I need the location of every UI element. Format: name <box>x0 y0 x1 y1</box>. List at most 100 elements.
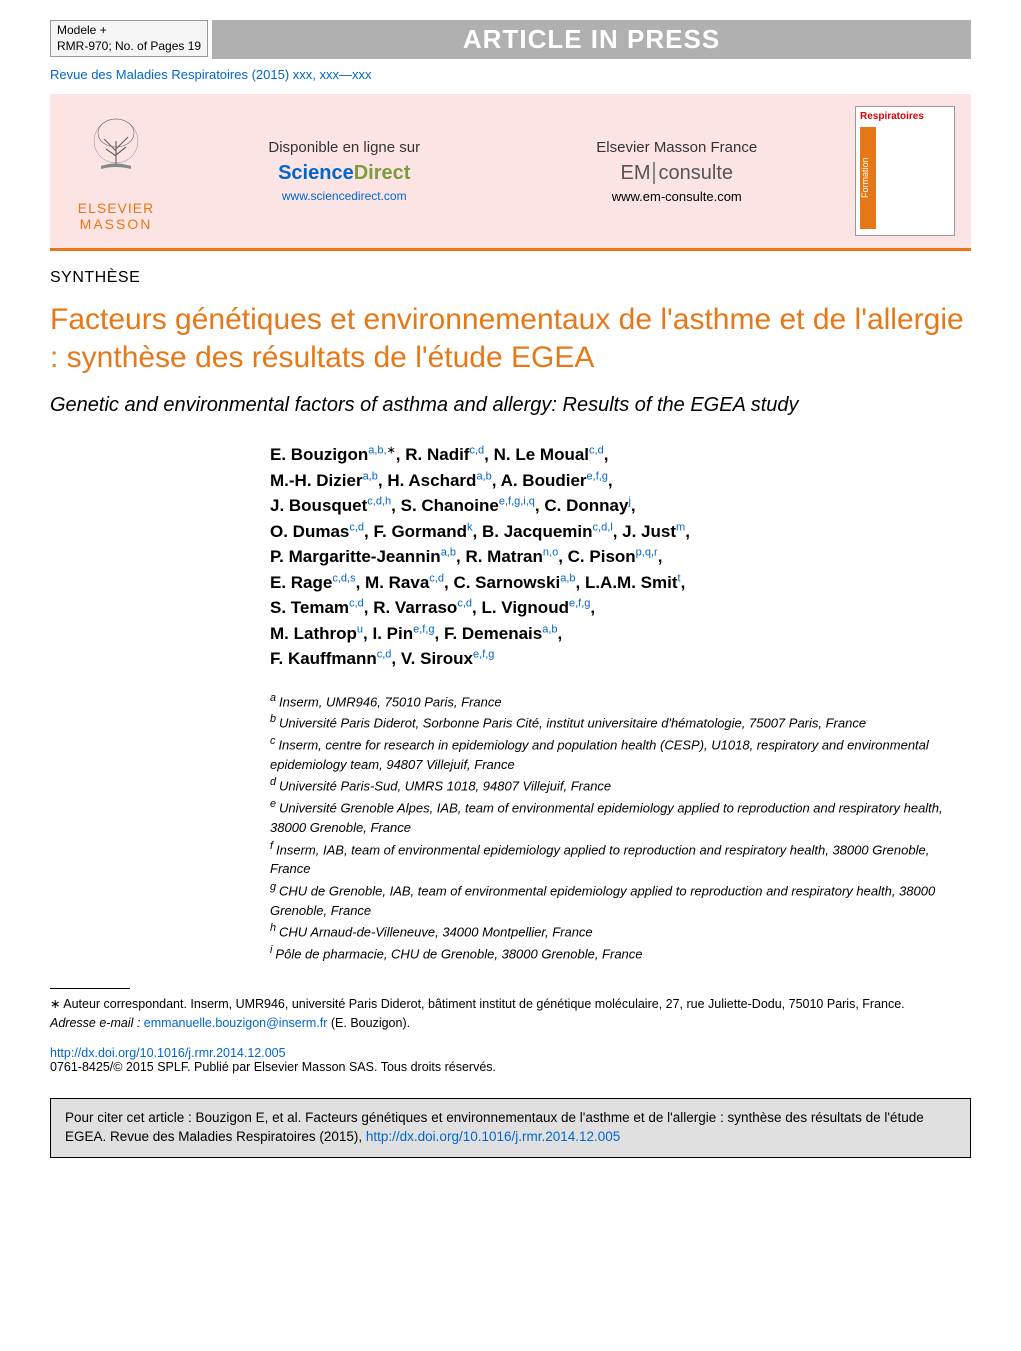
author-name: R. Matran <box>465 547 542 566</box>
author-affiliation-ref[interactable]: c,d <box>457 597 472 609</box>
author-affiliation-ref[interactable]: c,d <box>349 521 364 533</box>
doi-link[interactable]: http://dx.doi.org/10.1016/j.rmr.2014.12.… <box>50 1046 286 1060</box>
model-line2: RMR-970; No. of Pages 19 <box>57 39 201 55</box>
affiliation-key: g <box>270 881 279 893</box>
email-line: Adresse e-mail : emmanuelle.bouzigon@ins… <box>50 1014 971 1033</box>
author-name: A. Boudier <box>501 471 587 490</box>
elsevier-tree-icon <box>76 111 156 191</box>
emconsulte-block: Elsevier Masson France EMconsulte www.em… <box>523 139 832 204</box>
author-affiliation-ref[interactable]: n,o <box>543 546 558 558</box>
affiliation-key: i <box>270 944 275 956</box>
author-name: N. Le Moual <box>494 445 589 464</box>
author-name: C. Sarnowski <box>453 573 560 592</box>
author-name: O. Dumas <box>270 522 349 541</box>
affiliation-line: f Inserm, IAB, team of environmental epi… <box>270 838 971 879</box>
author-name: R. Varraso <box>373 598 457 617</box>
affiliation-line: g CHU de Grenoble, IAB, team of environm… <box>270 879 971 920</box>
author-affiliation-ref[interactable]: a,b, <box>368 444 386 456</box>
author-name: I. Pin <box>372 624 413 643</box>
author-affiliation-ref[interactable]: c,d <box>349 597 364 609</box>
elsevier-text: ELSEVIER <box>66 200 166 216</box>
affiliation-line: i Pôle de pharmacie, CHU de Grenoble, 38… <box>270 942 971 964</box>
author-affiliation-ref[interactable]: u <box>357 623 363 635</box>
cover-title: Respiratoires <box>860 111 950 122</box>
emconsulte-url[interactable]: www.em-consulte.com <box>523 189 832 204</box>
corresponding-star[interactable]: ∗ <box>387 444 396 456</box>
author-affiliation-ref[interactable]: a,b <box>560 572 575 584</box>
elsevier-masson-logo[interactable]: ELSEVIER MASSON <box>66 111 166 232</box>
author-affiliation-ref[interactable]: m <box>676 521 685 533</box>
author-affiliation-ref[interactable]: a,b <box>542 623 557 635</box>
affiliation-key: b <box>270 713 279 725</box>
author-affiliation-ref[interactable]: c,d,s <box>332 572 355 584</box>
affiliation-key: a <box>270 692 279 704</box>
article-in-press-bar: ARTICLE IN PRESS <box>212 20 971 59</box>
journal-citation[interactable]: Revue des Maladies Respiratoires (2015) … <box>50 67 971 82</box>
author-name: F. Demenais <box>444 624 542 643</box>
author-name: R. Nadif <box>405 445 469 464</box>
sciencedirect-url[interactable]: www.sciencedirect.com <box>190 189 499 203</box>
author-name: F. Gormand <box>374 522 468 541</box>
affiliation-key: e <box>270 798 279 810</box>
author-name: L. Vignoud <box>481 598 569 617</box>
author-name: P. Margaritte-Jeannin <box>270 547 441 566</box>
affiliation-key: d <box>270 776 279 788</box>
affiliation-line: c Inserm, centre for research in epidemi… <box>270 733 971 774</box>
affiliation-line: h CHU Arnaud-de-Villeneuve, 34000 Montpe… <box>270 920 971 942</box>
author-affiliation-ref[interactable]: c,d,h <box>367 495 391 507</box>
citebox-doi-link[interactable]: http://dx.doi.org/10.1016/j.rmr.2014.12.… <box>366 1129 620 1144</box>
article-title-fr: Facteurs génétiques et environnementaux … <box>50 301 971 376</box>
sciencedirect-block: Disponible en ligne sur ScienceDirect ww… <box>190 139 499 203</box>
sd-label: Disponible en ligne sur <box>190 139 499 156</box>
author-affiliation-ref[interactable]: c,d <box>589 444 604 456</box>
author-affiliation-ref[interactable]: c,d <box>469 444 484 456</box>
affiliation-key: h <box>270 922 279 934</box>
section-label: SYNTHÈSE <box>50 269 971 287</box>
author-name: F. Kauffmann <box>270 649 377 668</box>
citation-box: Pour citer cet article : Bouzigon E, et … <box>50 1098 971 1158</box>
formation-tab: Formation <box>860 127 876 229</box>
author-affiliation-ref[interactable]: k <box>467 521 473 533</box>
author-name: J. Just <box>622 522 676 541</box>
orange-rule <box>50 248 971 251</box>
em-label: Elsevier Masson France <box>523 139 832 156</box>
affiliation-line: a Inserm, UMR946, 75010 Paris, France <box>270 690 971 712</box>
author-name: H. Aschard <box>387 471 476 490</box>
author-name: M. Lathrop <box>270 624 357 643</box>
emconsulte-logo[interactable]: EMconsulte <box>523 162 832 185</box>
author-name: E. Bouzigon <box>270 445 368 464</box>
author-affiliation-ref[interactable]: e,f,g <box>569 597 590 609</box>
author-affiliation-ref[interactable]: e,f,g <box>587 470 608 482</box>
doi-block: http://dx.doi.org/10.1016/j.rmr.2014.12.… <box>50 1046 971 1074</box>
author-affiliation-ref[interactable]: j <box>628 495 630 507</box>
author-affiliation-ref[interactable]: c,d <box>377 648 392 660</box>
author-affiliation-ref[interactable]: a,b <box>476 470 491 482</box>
article-title-en: Genetic and environmental factors of ast… <box>50 392 971 418</box>
authors-block: E. Bouzigona,b,∗, R. Nadifc,d, N. Le Mou… <box>270 442 971 672</box>
journal-cover[interactable]: Respiratoires Formation <box>855 106 955 236</box>
author-name: L.A.M. Smit <box>585 573 678 592</box>
corresponding-author: ∗ Auteur correspondant. Inserm, UMR946, … <box>50 995 971 1014</box>
affiliation-key: f <box>270 840 276 852</box>
affiliation-line: b Université Paris Diderot, Sorbonne Par… <box>270 711 971 733</box>
author-name: E. Rage <box>270 573 332 592</box>
author-affiliation-ref[interactable]: t <box>678 572 681 584</box>
affiliation-key: c <box>270 735 278 747</box>
author-name: C. Pison <box>568 547 636 566</box>
author-affiliation-ref[interactable]: e,f,g <box>413 623 434 635</box>
email-link[interactable]: emmanuelle.bouzigon@inserm.fr <box>144 1016 328 1030</box>
author-affiliation-ref[interactable]: e,f,g,i,q <box>499 495 535 507</box>
author-name: M.-H. Dizier <box>270 471 363 490</box>
author-name: V. Siroux <box>401 649 473 668</box>
author-affiliation-ref[interactable]: e,f,g <box>473 648 494 660</box>
affiliation-line: d Université Paris-Sud, UMRS 1018, 94807… <box>270 774 971 796</box>
author-affiliation-ref[interactable]: p,q,r <box>636 546 658 558</box>
author-affiliation-ref[interactable]: c,d,l <box>593 521 613 533</box>
author-affiliation-ref[interactable]: a,b <box>363 470 378 482</box>
author-name: S. Temam <box>270 598 349 617</box>
author-affiliation-ref[interactable]: a,b <box>441 546 456 558</box>
sciencedirect-logo[interactable]: ScienceDirect <box>190 162 499 185</box>
author-affiliation-ref[interactable]: c,d <box>429 572 444 584</box>
author-name: M. Rava <box>365 573 429 592</box>
model-box: Modele + RMR-970; No. of Pages 19 <box>50 20 208 57</box>
